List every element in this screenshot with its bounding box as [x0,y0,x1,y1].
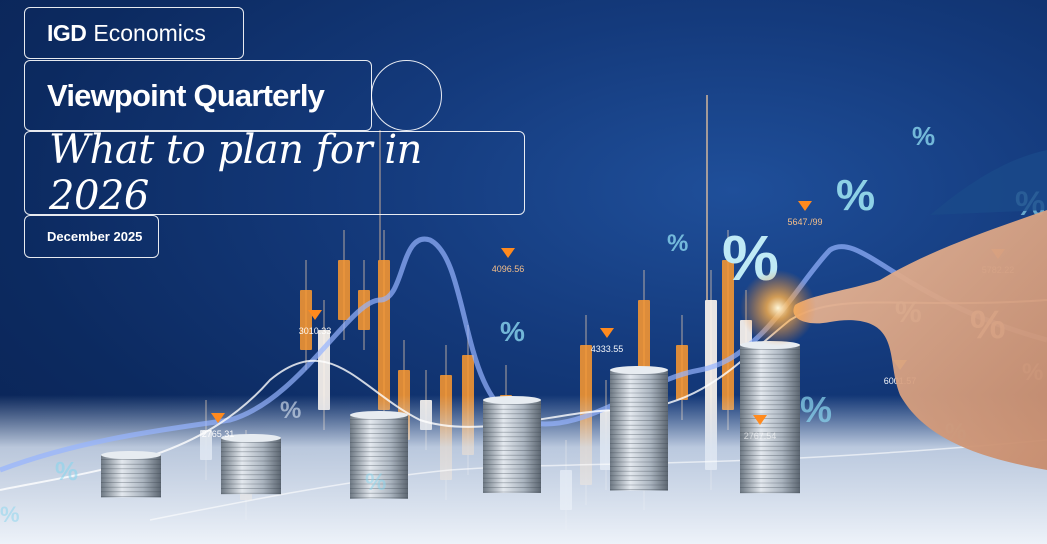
light-flare [740,270,816,346]
percent-symbol: % [365,469,386,496]
percent-symbol: % [912,121,935,151]
price-label: 5647./99 [787,217,822,227]
price-label: 2765.31 [202,429,235,439]
page-title: What to plan for in 2026 [24,127,525,219]
price-label: 4096.56 [492,264,525,274]
price-label: 3010.33 [299,326,332,336]
price-marker-icon [501,248,515,258]
series-title: Viewpoint Quarterly [24,60,372,131]
price-marker-icon [753,415,767,425]
hand-illustration [793,150,1047,470]
percent-symbol: % [667,230,688,257]
percent-symbol: % [0,502,20,527]
price-marker-icon [211,413,225,423]
percent-symbol: % [280,397,301,424]
percent-symbol: % [836,171,875,220]
percent-symbol: % [800,389,832,430]
price-marker-icon [308,310,322,320]
price-label: 2767.54 [744,431,777,441]
brand-logo-mark: IGD [47,19,87,46]
percent-symbol: % [55,456,78,486]
price-label: 4333.55 [591,344,624,354]
brand-name: Economics [93,19,206,46]
price-marker-icon [600,328,614,338]
price-marker-icon [798,201,812,211]
publication-date: December 2025 [24,215,159,258]
brand-logo: IGD Economics [24,7,244,59]
decorative-circle [371,60,442,131]
coin-stacks [101,341,800,499]
percent-symbol: % [500,316,525,347]
